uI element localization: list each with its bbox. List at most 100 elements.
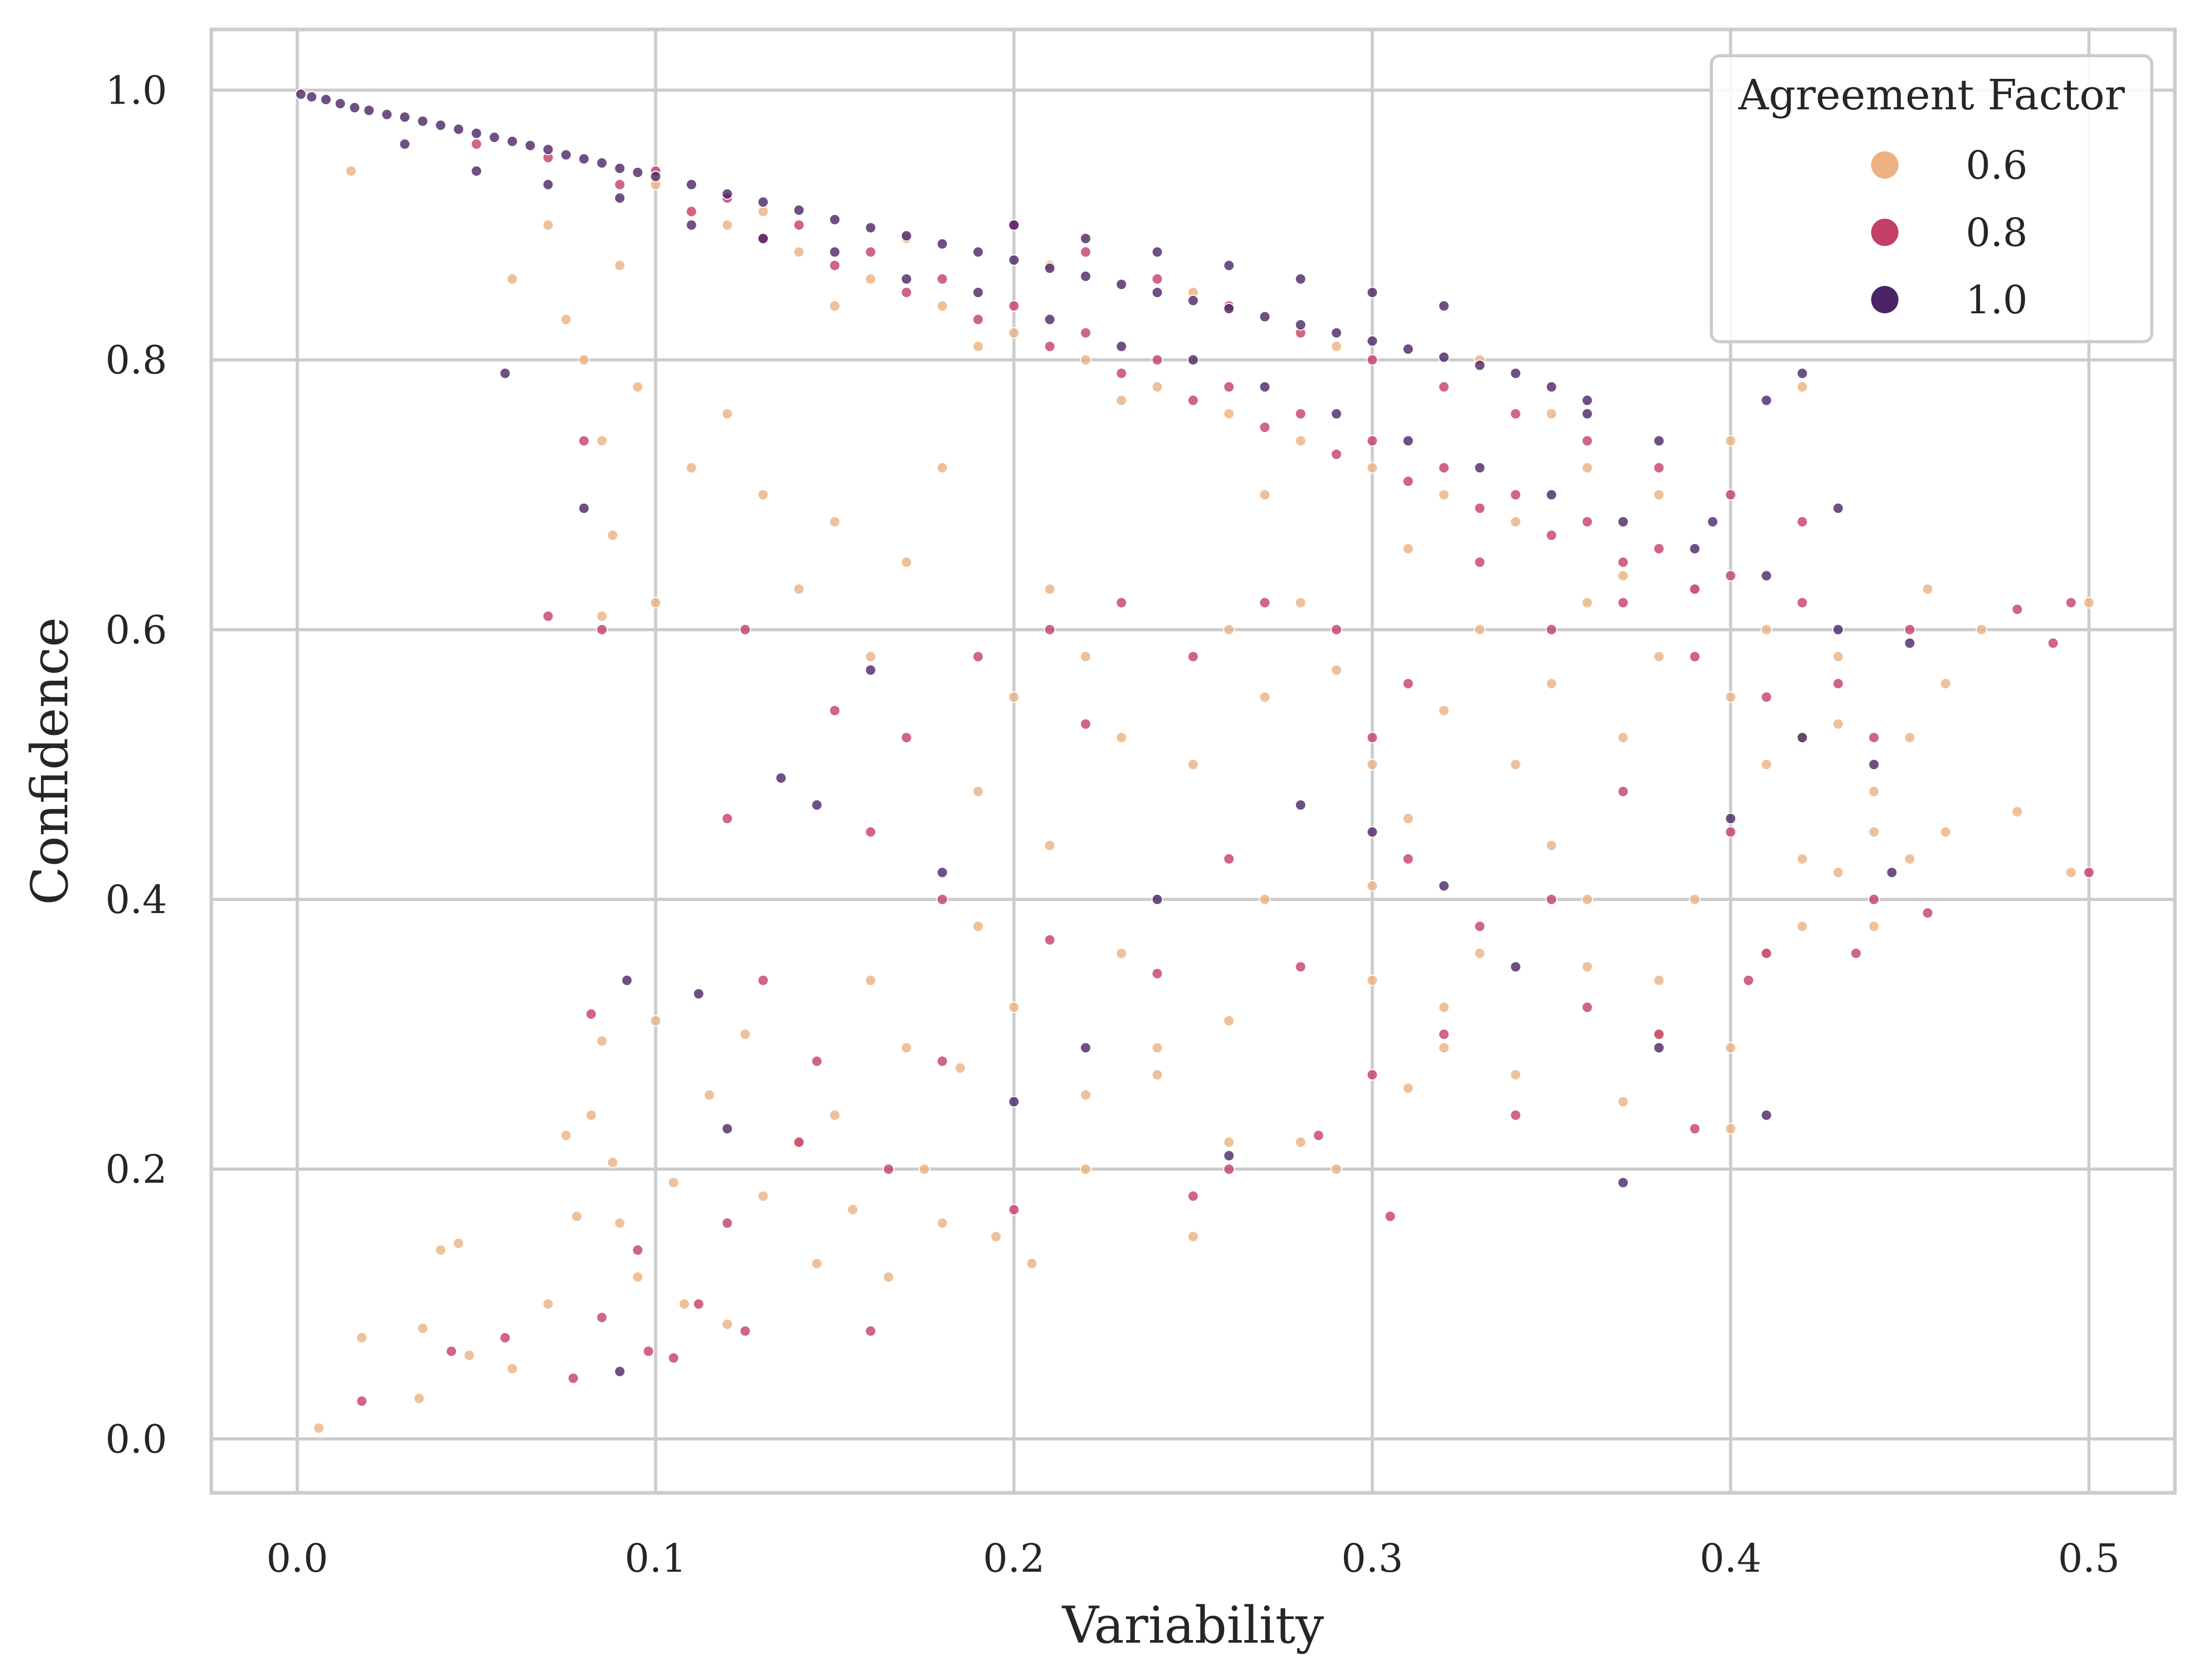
data-point-0.8	[900, 732, 912, 744]
data-point-1.0	[1008, 1095, 1020, 1108]
data-point-0.6	[1115, 732, 1127, 744]
data-point-1.0	[1832, 502, 1844, 514]
data-point-0.8	[1724, 570, 1737, 582]
data-point-0.8	[445, 1345, 457, 1357]
legend-label-0.8: 0.8	[1966, 210, 2028, 255]
data-point-1.0	[621, 975, 633, 986]
data-point-0.6	[607, 529, 619, 541]
data-point-1.0	[614, 1366, 626, 1378]
data-point-0.8	[1384, 1211, 1396, 1222]
data-point-0.6	[1008, 1001, 1020, 1013]
data-point-0.6	[1366, 462, 1378, 474]
data-point-1.0	[1581, 394, 1593, 406]
data-point-0.8	[1653, 542, 1665, 555]
data-point-1.0	[334, 98, 346, 110]
data-point-0.6	[1796, 920, 1808, 933]
y-axis-title: Confidence	[20, 617, 79, 905]
data-point-1.0	[793, 204, 805, 216]
data-point-0.6	[1581, 961, 1593, 973]
data-point-0.6	[1832, 718, 1844, 730]
data-point-1.0	[363, 105, 375, 116]
data-point-0.8	[1402, 475, 1414, 487]
data-point-1.0	[435, 119, 447, 131]
data-point-1.0	[1080, 232, 1092, 244]
data-point-0.8	[1617, 597, 1629, 609]
data-point-1.0	[1832, 623, 1844, 636]
data-point-1.0	[506, 136, 518, 147]
data-point-0.6	[1474, 623, 1486, 636]
data-point-0.6	[1295, 435, 1307, 447]
data-point-1.0	[632, 167, 644, 178]
data-point-0.8	[1474, 920, 1486, 933]
data-point-0.6	[1080, 1163, 1092, 1175]
data-point-0.8	[642, 1345, 654, 1357]
data-point-1.0	[1259, 381, 1271, 393]
data-point-1.0	[972, 246, 984, 258]
data-point-1.0	[1438, 351, 1450, 363]
data-point-1.0	[1115, 279, 1127, 290]
data-point-0.6	[650, 597, 662, 609]
data-point-0.8	[1366, 435, 1378, 447]
data-point-0.6	[990, 1231, 1002, 1243]
data-point-1.0	[972, 286, 984, 299]
data-point-1.0	[348, 101, 361, 114]
data-point-1.0	[1259, 311, 1271, 323]
data-point-0.6	[1653, 489, 1665, 501]
data-point-0.6	[1438, 489, 1450, 501]
data-point-1.0	[1760, 394, 1772, 406]
data-point-1.0	[1689, 542, 1701, 555]
y-axis-ticks: 0.0 0.2 0.4 0.6 0.8 1.0	[105, 68, 167, 1462]
data-point-0.8	[1510, 408, 1522, 420]
data-point-1.0	[1438, 300, 1450, 312]
data-point-0.6	[757, 489, 769, 501]
data-point-0.6	[1922, 583, 1934, 595]
data-point-1.0	[829, 213, 841, 226]
data-point-0.6	[1295, 597, 1307, 609]
data-point-1.0	[1760, 570, 1772, 582]
data-point-0.6	[1868, 785, 1880, 797]
data-point-0.6	[1939, 678, 1952, 690]
data-point-0.6	[506, 273, 518, 285]
data-point-1.0	[685, 219, 697, 231]
data-point-1.0	[685, 179, 697, 191]
data-point-1.0	[1904, 637, 1916, 649]
data-point-0.6	[972, 341, 984, 352]
data-point-0.8	[1617, 556, 1629, 568]
data-point-0.6	[1904, 853, 1916, 865]
data-point-0.6	[1366, 880, 1378, 892]
data-point-1.0	[1653, 435, 1665, 447]
data-point-0.6	[1044, 583, 1056, 595]
data-point-0.6	[1581, 894, 1593, 905]
data-point-0.6	[1868, 826, 1880, 838]
data-point-0.6	[596, 610, 608, 622]
data-point-1.0	[721, 188, 733, 200]
data-point-0.8	[2011, 603, 2023, 616]
data-point-0.8	[1044, 934, 1056, 946]
data-point-0.8	[632, 1244, 644, 1256]
y-tick-label: 0.6	[105, 608, 167, 653]
legend-label-0.6: 0.6	[1966, 143, 2028, 188]
data-point-1.0	[757, 196, 769, 208]
data-point-1.0	[1044, 262, 1056, 274]
data-point-0.8	[793, 1136, 805, 1148]
data-point-0.8	[865, 246, 877, 258]
data-point-0.6	[614, 260, 626, 271]
data-point-0.8	[668, 1352, 680, 1364]
data-point-0.6	[1653, 975, 1665, 986]
data-point-1.0	[1707, 516, 1719, 528]
data-point-0.8	[2065, 597, 2077, 609]
data-point-0.6	[1259, 489, 1271, 501]
x-tick-label: 0.5	[2058, 1536, 2120, 1581]
data-point-0.8	[1187, 1190, 1199, 1202]
data-point-0.8	[1223, 381, 1235, 393]
data-point-0.8	[793, 219, 805, 231]
data-point-0.6	[972, 785, 984, 797]
data-point-1.0	[1868, 759, 1880, 771]
y-tick-label: 1.0	[105, 68, 167, 113]
x-tick-label: 0.1	[625, 1536, 687, 1581]
data-point-0.8	[596, 623, 608, 636]
data-point-0.6	[1689, 894, 1701, 905]
data-point-0.6	[506, 1363, 518, 1375]
data-point-0.6	[1545, 408, 1557, 420]
